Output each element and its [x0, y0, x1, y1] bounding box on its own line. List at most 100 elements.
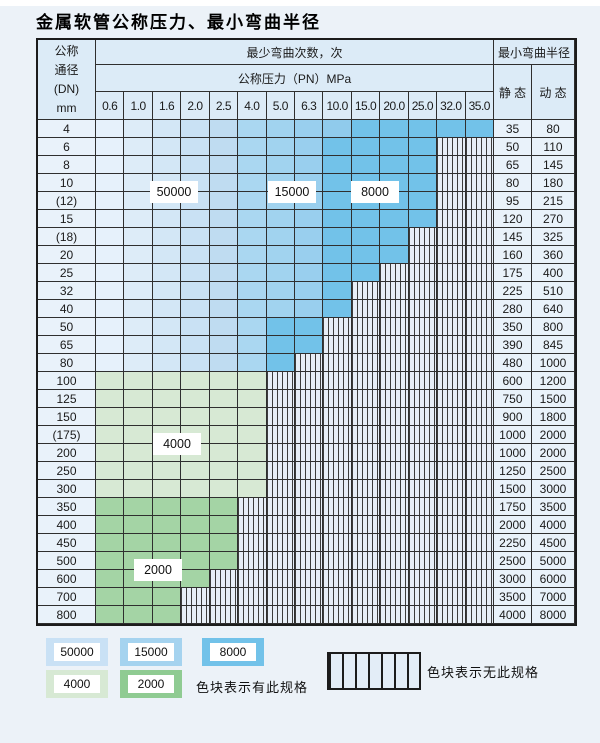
no-spec-cell	[266, 516, 295, 534]
pressure-header: 公称压力（PN）MPa	[96, 65, 494, 92]
no-spec-cell	[380, 282, 409, 300]
availability-cell	[238, 354, 267, 372]
dn-cell: 500	[38, 552, 96, 570]
availability-cell	[209, 210, 239, 228]
legend-swatch-50000: 50000	[46, 638, 108, 666]
availability-cell	[96, 282, 125, 300]
availability-cell	[96, 336, 125, 354]
pressure-tick: 0.6	[96, 92, 125, 120]
availability-cell	[209, 336, 239, 354]
dynamic-radius-cell: 270	[532, 210, 575, 228]
no-spec-cell	[380, 372, 409, 390]
availability-cell	[437, 120, 466, 138]
no-spec-cell	[437, 570, 466, 588]
no-spec-cell	[408, 318, 438, 336]
no-spec-cell	[465, 174, 494, 192]
no-spec-cell	[295, 498, 324, 516]
static-radius-cell: 2000	[494, 516, 532, 534]
no-spec-cell	[380, 534, 409, 552]
availability-cell	[124, 210, 153, 228]
dn-cell: 80	[38, 354, 96, 372]
availability-cell	[209, 300, 239, 318]
availability-cell	[152, 534, 182, 552]
availability-cell	[238, 174, 267, 192]
static-radius-cell: 1000	[494, 444, 532, 462]
static-radius-cell: 35	[494, 120, 532, 138]
availability-cell	[209, 444, 239, 462]
availability-cell	[181, 552, 210, 570]
no-spec-cell	[351, 426, 381, 444]
no-spec-cell	[238, 498, 267, 516]
availability-cell	[152, 210, 182, 228]
availability-cell	[152, 408, 182, 426]
pressure-tick: 10.0	[323, 92, 352, 120]
availability-cell	[238, 390, 267, 408]
availability-cell	[124, 246, 153, 264]
availability-cell	[323, 282, 352, 300]
availability-cell	[238, 480, 267, 498]
dn-cell: (18)	[38, 228, 96, 246]
overlay-label-50000: 50000	[150, 181, 198, 203]
availability-cell	[266, 210, 295, 228]
no-spec-cell	[295, 444, 324, 462]
availability-cell	[124, 354, 153, 372]
availability-cell	[380, 156, 409, 174]
no-spec-cell	[465, 408, 494, 426]
availability-cell	[323, 192, 352, 210]
availability-cell	[124, 606, 153, 624]
no-spec-cell	[465, 210, 494, 228]
static-radius-cell: 80	[494, 174, 532, 192]
no-spec-cell	[238, 516, 267, 534]
availability-cell	[96, 210, 125, 228]
no-spec-cell	[408, 246, 438, 264]
no-spec-cell	[323, 444, 352, 462]
no-spec-cell	[465, 426, 494, 444]
no-spec-cell	[380, 516, 409, 534]
availability-cell	[96, 588, 125, 606]
availability-cell	[96, 534, 125, 552]
availability-cell	[266, 228, 295, 246]
no-spec-cell	[351, 408, 381, 426]
availability-cell	[152, 282, 182, 300]
no-spec-cell	[408, 372, 438, 390]
static-radius-cell: 95	[494, 192, 532, 210]
availability-cell	[124, 462, 153, 480]
availability-cell	[323, 246, 352, 264]
pressure-tick: 1.0	[124, 92, 153, 120]
dynamic-radius-cell: 215	[532, 192, 575, 210]
availability-cell	[209, 534, 239, 552]
no-spec-cell	[465, 264, 494, 282]
availability-cell	[124, 282, 153, 300]
pressure-tick: 20.0	[380, 92, 409, 120]
pressure-tick: 15.0	[351, 92, 381, 120]
dynamic-radius-cell: 1800	[532, 408, 575, 426]
no-spec-cell	[437, 462, 466, 480]
dn-cell: (175)	[38, 426, 96, 444]
availability-cell	[266, 318, 295, 336]
availability-cell	[152, 120, 182, 138]
availability-cell	[238, 462, 267, 480]
no-spec-cell	[351, 354, 381, 372]
availability-cell	[181, 138, 210, 156]
no-spec-cell	[351, 336, 381, 354]
static-radius-cell: 280	[494, 300, 532, 318]
availability-cell	[124, 318, 153, 336]
no-spec-cell	[351, 300, 381, 318]
no-spec-cell	[465, 516, 494, 534]
availability-cell	[266, 156, 295, 174]
static-radius-cell: 750	[494, 390, 532, 408]
availability-cell	[295, 282, 324, 300]
availability-cell	[124, 390, 153, 408]
dn-cell: 8	[38, 156, 96, 174]
availability-cell	[238, 408, 267, 426]
no-spec-cell	[295, 426, 324, 444]
static-radius-cell: 1250	[494, 462, 532, 480]
availability-cell	[96, 372, 125, 390]
dynamic-radius-cell: 8000	[532, 606, 575, 624]
no-spec-cell	[323, 588, 352, 606]
static-radius-cell: 160	[494, 246, 532, 264]
pressure-tick: 2.0	[181, 92, 210, 120]
overlay-label-8000: 8000	[351, 181, 399, 203]
top-strip	[0, 0, 600, 6]
no-spec-cell	[295, 462, 324, 480]
